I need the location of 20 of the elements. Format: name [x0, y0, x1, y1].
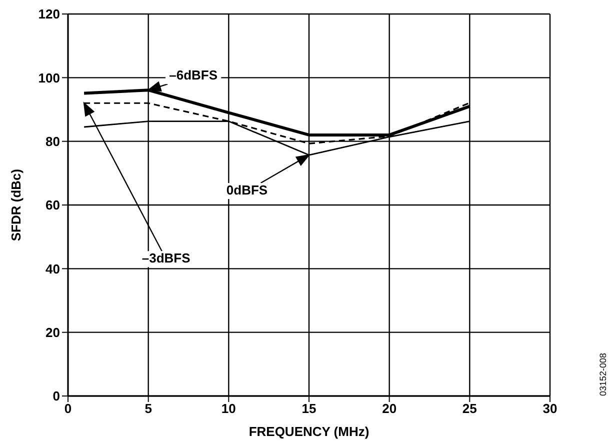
y-tick-label: 60: [46, 198, 60, 213]
x-tick-label: 20: [382, 401, 397, 416]
x-tick-label: 30: [542, 401, 558, 416]
x-tick-label: 25: [462, 401, 477, 416]
x-tick-label: 0: [64, 401, 72, 416]
x-tick-label: 15: [302, 401, 316, 416]
y-tick-label: 0: [52, 388, 60, 404]
y-tick-label: 120: [38, 6, 60, 22]
y-tick-label: 20: [46, 324, 60, 340]
y-tick-label: 80: [46, 134, 60, 149]
y-tick-label: 100: [38, 70, 60, 86]
annotation: –6dBFS: [169, 68, 218, 83]
text: 03152-008: [598, 352, 608, 396]
x-tick-label: 10: [221, 401, 236, 416]
annotation: 0dBFS: [226, 182, 268, 198]
y-axis-title: SFDR (dBc): [8, 168, 24, 242]
x-tick-label: 5: [144, 401, 152, 416]
annotation: –3dBFS: [142, 250, 191, 266]
x-axis-title: FREQUENCY (MHz): [248, 424, 370, 439]
y-tick-label: 40: [46, 261, 60, 276]
